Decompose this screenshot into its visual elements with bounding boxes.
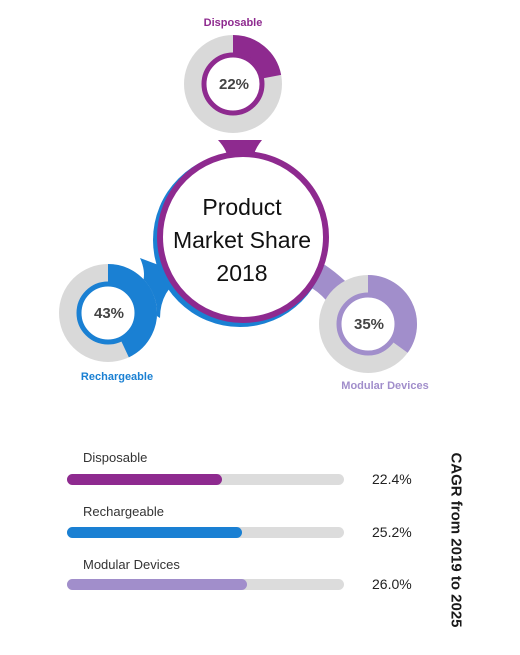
donut-disposable-arc (232, 35, 282, 79)
bar-fill-disposable (67, 474, 223, 485)
center-title-line-3: 2018 (216, 260, 267, 286)
donut-disposable-label: Disposable (204, 17, 263, 29)
donut-rechargeable: 43% Rechargeable (59, 264, 157, 383)
bar-track-disposable (67, 474, 344, 485)
bar-value-rechargeable: 25.2% (372, 524, 412, 540)
market-share-diagram: 22% Disposable 43% Rechargeable 35% Modu… (59, 17, 429, 392)
donut-disposable-ring (201, 52, 265, 116)
donut-rechargeable-label: Rechargeable (81, 371, 153, 383)
donut-rechargeable-ring (76, 281, 140, 345)
donut-modular: 35% Modular Devices (319, 275, 429, 392)
center-title-line-2: Market Share (173, 227, 311, 253)
bar-label-disposable: Disposable (83, 450, 148, 465)
bar-track-rechargeable (67, 527, 344, 538)
bar-value-modular: 26.0% (372, 576, 412, 592)
bar-fill-modular (67, 579, 248, 590)
donut-disposable: 22% Disposable (184, 17, 282, 133)
donut-disposable-value: 22% (219, 76, 249, 93)
center-circle (157, 151, 329, 323)
bar-fill-rechargeable (67, 527, 242, 538)
center-title-line-1: Product (202, 194, 282, 220)
donut-rechargeable-arc (107, 264, 157, 358)
bar-label-rechargeable: Rechargeable (83, 504, 164, 519)
donut-modular-value: 35% (354, 316, 384, 333)
bar-value-disposable: 22.4% (372, 471, 412, 487)
donut-modular-ring (336, 292, 400, 356)
donut-modular-label: Modular Devices (341, 380, 428, 392)
donut-modular-arc (367, 275, 417, 353)
cagr-title: CAGR from 2019 to 2025 (447, 452, 465, 628)
cagr-bar-chart: Disposable 22.4% Rechargeable 25.2% Modu… (0, 430, 520, 655)
donut-rechargeable-value: 43% (94, 305, 124, 322)
bar-track-modular (67, 579, 344, 590)
bar-label-modular: Modular Devices (83, 557, 180, 572)
